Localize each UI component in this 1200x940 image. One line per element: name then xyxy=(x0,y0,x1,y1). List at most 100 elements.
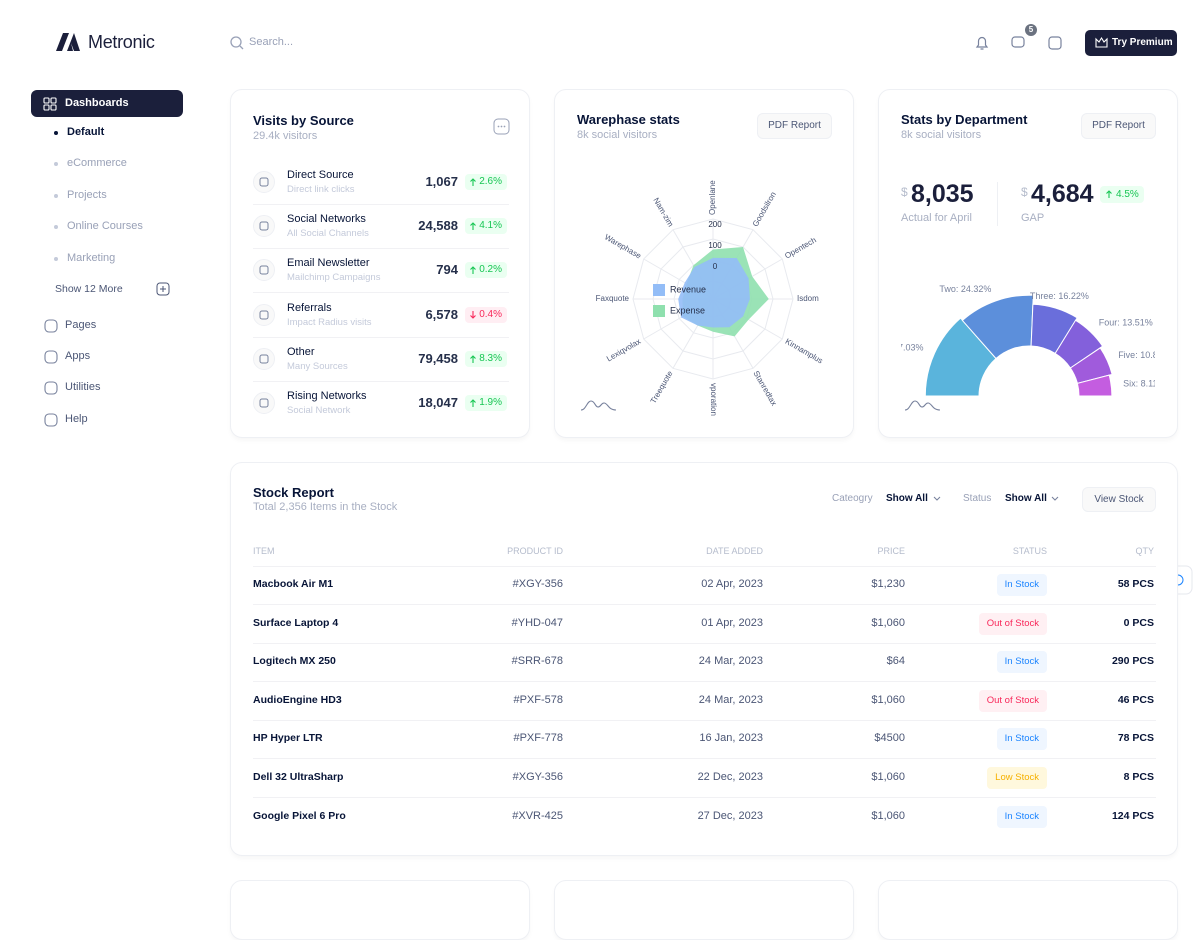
card-subtitle: 29.4k visitors xyxy=(253,130,318,142)
arrow-down xyxy=(470,310,477,319)
arrow xyxy=(470,355,477,363)
plus-icon xyxy=(160,286,166,292)
decorations xyxy=(31,24,1193,595)
cell-price: $1,230 xyxy=(871,578,905,590)
settings-icon[interactable] xyxy=(1048,36,1062,50)
cell-product-id: #SRR-678 xyxy=(511,655,563,668)
chevrons xyxy=(933,496,1059,501)
radar-category-label: Goodsilron xyxy=(751,190,778,228)
cell-item: Macbook Air M1 xyxy=(253,578,334,590)
nav-item[interactable]: Utilities xyxy=(65,381,101,393)
cell-qty: 0 PCS xyxy=(1123,616,1154,629)
nav-subitem[interactable]: Projects xyxy=(67,189,107,201)
premium-label[interactable]: Try Premium xyxy=(1112,37,1173,48)
filter-select[interactable]: Show All xyxy=(886,493,928,504)
radar-tick-label: 0 xyxy=(713,262,718,271)
change-badge: 2.6% xyxy=(465,174,507,190)
menu-button[interactable] xyxy=(493,118,511,136)
plus-box[interactable] xyxy=(156,282,170,296)
donut-label: Five: 10.81% xyxy=(1118,350,1155,360)
radar-category-label: Opentech xyxy=(783,235,818,260)
donut-segment xyxy=(924,317,997,397)
change-badge: 0.2% xyxy=(465,262,507,279)
source-icon xyxy=(253,215,275,238)
badge xyxy=(1025,24,1037,36)
change-badge: 8.3% xyxy=(465,350,507,367)
source-value: 79,458 xyxy=(418,350,458,366)
radar-category-label: Warephase xyxy=(603,232,643,260)
donut-label: Two: 24.32% xyxy=(939,284,991,294)
nav-subitem[interactable]: eCommerce xyxy=(67,157,127,169)
arrow xyxy=(1106,190,1112,198)
nav-subitem[interactable]: Marketing xyxy=(67,252,116,264)
row-divider xyxy=(253,566,1156,567)
premium-button[interactable] xyxy=(1085,30,1177,56)
change-badge: 4.5% xyxy=(1100,186,1144,203)
half-donut-chart: One: 27.03% Two: 24.32% Three: 16.22% Four:… xyxy=(901,284,1155,397)
view-stock-button[interactable]: View Stock xyxy=(1082,487,1156,512)
source-name: Email Newsletter xyxy=(287,257,370,270)
source-description: Direct link clicks xyxy=(287,184,355,195)
pdf-button[interactable]: PDF Report xyxy=(1081,113,1156,139)
column-header: PRODUCT ID xyxy=(507,546,563,556)
source-icon xyxy=(253,347,275,370)
bullet xyxy=(54,225,58,229)
legend-swatch xyxy=(653,305,665,317)
radar-category-label: Lexiqvolax xyxy=(605,337,642,364)
chat-icon[interactable] xyxy=(1011,36,1025,48)
radar-tick-label: 200 xyxy=(708,220,722,229)
icon-ring xyxy=(253,303,275,326)
cell-product-id: #PXF-578 xyxy=(513,693,563,706)
bell-icon[interactable] xyxy=(975,36,989,50)
cell-qty: 78 PCS xyxy=(1117,732,1154,745)
icon-glyph xyxy=(259,310,269,320)
active-nav-bg[interactable] xyxy=(31,90,183,117)
icon-glyph xyxy=(259,221,269,231)
source-description: Impact Radius visits xyxy=(287,316,372,328)
radar-area xyxy=(678,257,750,328)
filter-label: Cateogry xyxy=(832,493,873,504)
card-title: Stats by Department xyxy=(901,112,1028,127)
nav-icon xyxy=(44,381,58,395)
show-more[interactable]: Show 12 More xyxy=(55,283,123,295)
nav-subitem[interactable]: Online Courses xyxy=(67,220,143,232)
filter-select[interactable]: Show All xyxy=(1005,493,1047,504)
row-divider xyxy=(253,797,1156,798)
nav-item[interactable]: Help xyxy=(65,413,88,425)
cell-price: $1,060 xyxy=(871,616,905,629)
nav-icon xyxy=(44,350,58,364)
nav-item[interactable]: Apps xyxy=(65,350,91,362)
radar-tick-label: 100 xyxy=(708,241,722,250)
stat-value: 4,684 xyxy=(1031,180,1094,208)
status-badge: In Stock xyxy=(996,651,1047,674)
cell-date: 24 Mar, 2023 xyxy=(698,693,763,706)
search-input[interactable]: Search... xyxy=(249,36,294,48)
source-description: All Social Channels xyxy=(287,228,369,240)
card-title: Warephase stats xyxy=(577,112,680,127)
nav-active[interactable]: Dashboards xyxy=(65,97,129,109)
bullet xyxy=(54,194,58,198)
nav-subitem[interactable]: Default xyxy=(67,126,105,138)
chart-clip: One: 27.03% Two: 24.32% Three: 16.22% Four:… xyxy=(901,260,1155,410)
department-card: Stats by Department 8k social visitors P… xyxy=(878,89,1178,438)
nav-icon xyxy=(44,413,58,427)
stat-label: Actual for April xyxy=(901,212,972,224)
nav-item[interactable]: Pages xyxy=(65,319,97,331)
column-header: ITEM xyxy=(253,546,275,556)
cell-price: $4500 xyxy=(874,732,905,745)
row-divider xyxy=(253,380,509,382)
status-badge: Out of Stock xyxy=(978,689,1047,712)
icon-glyph xyxy=(259,177,269,187)
arrow xyxy=(470,310,477,319)
donut-label: Four: 13.51% xyxy=(1099,318,1153,328)
status-badge: Low Stock xyxy=(987,767,1047,789)
source-icon xyxy=(253,303,275,326)
donut-segment xyxy=(1030,303,1078,355)
row-divider xyxy=(253,248,509,250)
pdf-button[interactable]: PDF Report xyxy=(757,113,832,139)
filter-label: Status xyxy=(963,493,992,504)
cell-product-id: #XGY-356 xyxy=(512,771,563,783)
change-badge: 4.1% xyxy=(465,218,507,235)
status-badge: In Stock xyxy=(996,728,1047,751)
donut-segment xyxy=(1054,319,1104,369)
